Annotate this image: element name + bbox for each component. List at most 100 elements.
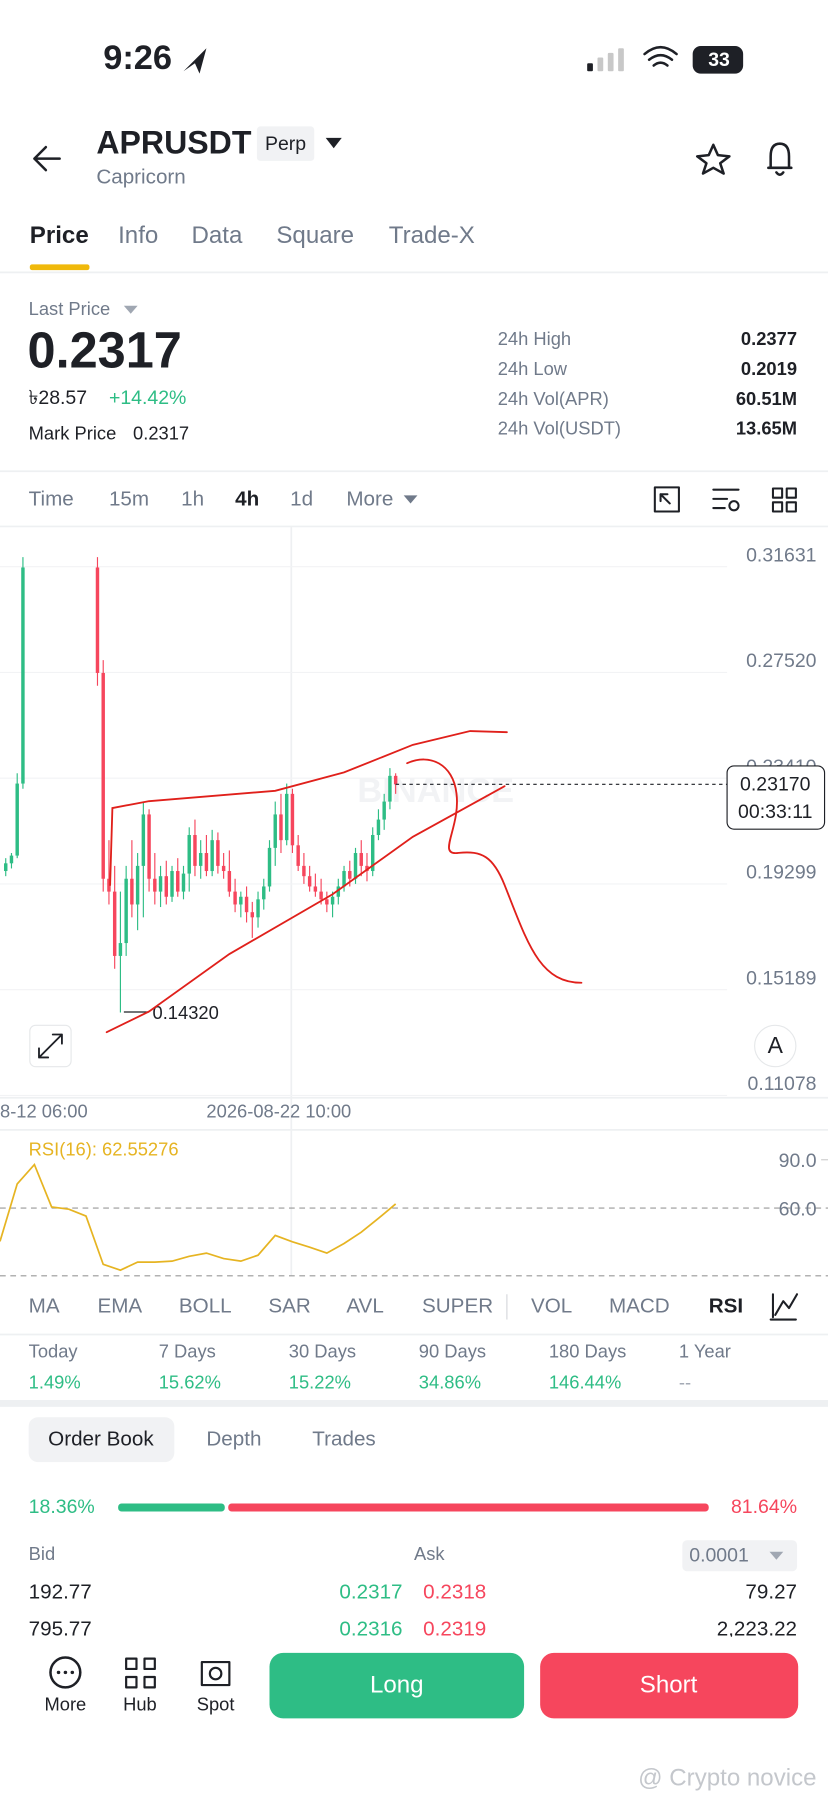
indicator[interactable]: EMA — [97, 1294, 142, 1317]
stat-label: 24h High — [498, 328, 571, 349]
tab[interactable]: Price — [30, 222, 89, 249]
tool-icon[interactable] — [728, 500, 740, 512]
candle-body — [325, 899, 329, 905]
ask-label: Ask — [414, 1543, 445, 1564]
bottom-item[interactable]: Hub — [123, 1694, 157, 1715]
tab[interactable]: Info — [118, 222, 158, 249]
bid-amount: 192.77 — [29, 1581, 92, 1604]
candle-body — [101, 672, 105, 879]
period: 90 Days — [419, 1341, 486, 1362]
tab[interactable]: Trade-X — [389, 222, 475, 249]
order-book-tab[interactable]: Depth — [206, 1428, 261, 1451]
period: 1 Year — [679, 1341, 731, 1362]
short-button[interactable] — [540, 1652, 799, 1719]
tab[interactable]: Square — [276, 222, 354, 249]
candle-body — [210, 840, 214, 872]
badge-bg — [256, 126, 315, 161]
candle-body — [330, 896, 335, 905]
back-button[interactable] — [33, 145, 61, 172]
indicators: MA EMA BOLL SAR AVL SUPER VOL MACD RSI — [29, 1294, 743, 1317]
rsi-chart: RSI(16): 62.55276 90.0 60.0 — [0, 1138, 828, 1272]
candle-body — [393, 775, 398, 785]
indicator-settings[interactable] — [769, 1293, 799, 1321]
candle-body — [135, 865, 140, 905]
candle-body — [21, 567, 25, 784]
symbol: APRUSDT — [96, 124, 251, 160]
interval[interactable]: 1h — [181, 487, 204, 510]
candle-body — [365, 865, 369, 872]
candle-body — [112, 891, 117, 956]
wifi-icon — [643, 45, 678, 67]
candle-body — [342, 871, 346, 887]
stat-value: 0.2377 — [741, 328, 797, 349]
symbol-dropdown[interactable] — [325, 137, 342, 149]
candle-body — [284, 793, 289, 841]
bottom-item[interactable]: More — [44, 1694, 86, 1715]
long-button[interactable] — [269, 1652, 525, 1719]
more-icon[interactable] — [49, 1656, 82, 1689]
tab[interactable]: Data — [192, 222, 243, 249]
candles — [4, 557, 398, 1013]
indicator[interactable]: MACD — [609, 1294, 670, 1317]
hub-icon[interactable] — [125, 1657, 156, 1689]
short-label: Short — [640, 1672, 698, 1699]
period-change: -- — [679, 1372, 691, 1393]
battery-level: 33 — [708, 49, 730, 71]
candle-body — [250, 912, 255, 918]
candle-body — [256, 899, 260, 918]
interval[interactable]: 4h — [235, 487, 259, 510]
expand-icon — [38, 1033, 63, 1059]
y-tick-label: 0.27520 — [746, 650, 817, 672]
indicator[interactable]: MA — [29, 1294, 60, 1317]
y-tick-label: 0.31631 — [746, 544, 816, 566]
candle-body — [382, 801, 386, 820]
period: Today — [29, 1341, 79, 1362]
candle-body — [216, 840, 220, 866]
ask-amount: 79.27 — [745, 1581, 797, 1604]
annotation-curve — [406, 758, 583, 984]
candle-body — [204, 853, 209, 872]
candle-body — [124, 878, 128, 944]
mark-price: 0.2317 — [133, 422, 189, 443]
indicator[interactable]: RSI — [709, 1294, 743, 1317]
indicator[interactable]: VOL — [531, 1294, 572, 1317]
candle-body — [4, 863, 8, 872]
tool-icon[interactable] — [771, 487, 797, 513]
spot-icon[interactable] — [200, 1660, 231, 1687]
order-book-tab[interactable]: Trades — [312, 1428, 375, 1451]
interval[interactable]: Time — [29, 487, 74, 510]
indicator[interactable]: SUPER — [422, 1294, 493, 1317]
candle-body — [353, 853, 358, 879]
order-book-tab[interactable]: Order Book — [48, 1428, 154, 1451]
tabs: Price Info Data Square Trade-X — [30, 222, 475, 249]
interval[interactable]: 15m — [109, 487, 149, 510]
interval[interactable]: More — [346, 487, 393, 510]
tool-icon[interactable] — [653, 486, 680, 513]
candle-body — [193, 835, 197, 866]
more-dropdown[interactable] — [403, 495, 418, 504]
candle-body — [290, 793, 295, 846]
favorite-button[interactable] — [696, 143, 731, 175]
long-label: Long — [370, 1672, 424, 1699]
candle-body — [147, 814, 151, 879]
indicator[interactable]: SAR — [268, 1294, 310, 1317]
indicator[interactable]: AVL — [346, 1294, 383, 1317]
bid-price: 0.2316 — [339, 1617, 402, 1640]
candle-body — [296, 845, 300, 866]
bid-label: Bid — [29, 1543, 56, 1564]
dropdown[interactable] — [123, 305, 138, 314]
last-price-label: Last Price — [29, 298, 111, 319]
bottom-item[interactable]: Spot — [197, 1694, 235, 1715]
precision-selector[interactable] — [682, 1540, 798, 1572]
interval[interactable]: 1d — [290, 487, 313, 510]
candle-body — [388, 775, 392, 802]
price-chart: 0.316310.275200.234100.192990.151890.110… — [0, 544, 826, 1121]
tool-icon[interactable] — [712, 488, 740, 510]
candle-body — [95, 567, 100, 673]
alert-button[interactable] — [767, 142, 793, 176]
auto-scale-button[interactable] — [754, 1024, 797, 1068]
subtitle: Capricorn — [96, 166, 185, 189]
stat-value: 60.51M — [736, 388, 797, 409]
indicator[interactable]: BOLL — [179, 1294, 232, 1317]
